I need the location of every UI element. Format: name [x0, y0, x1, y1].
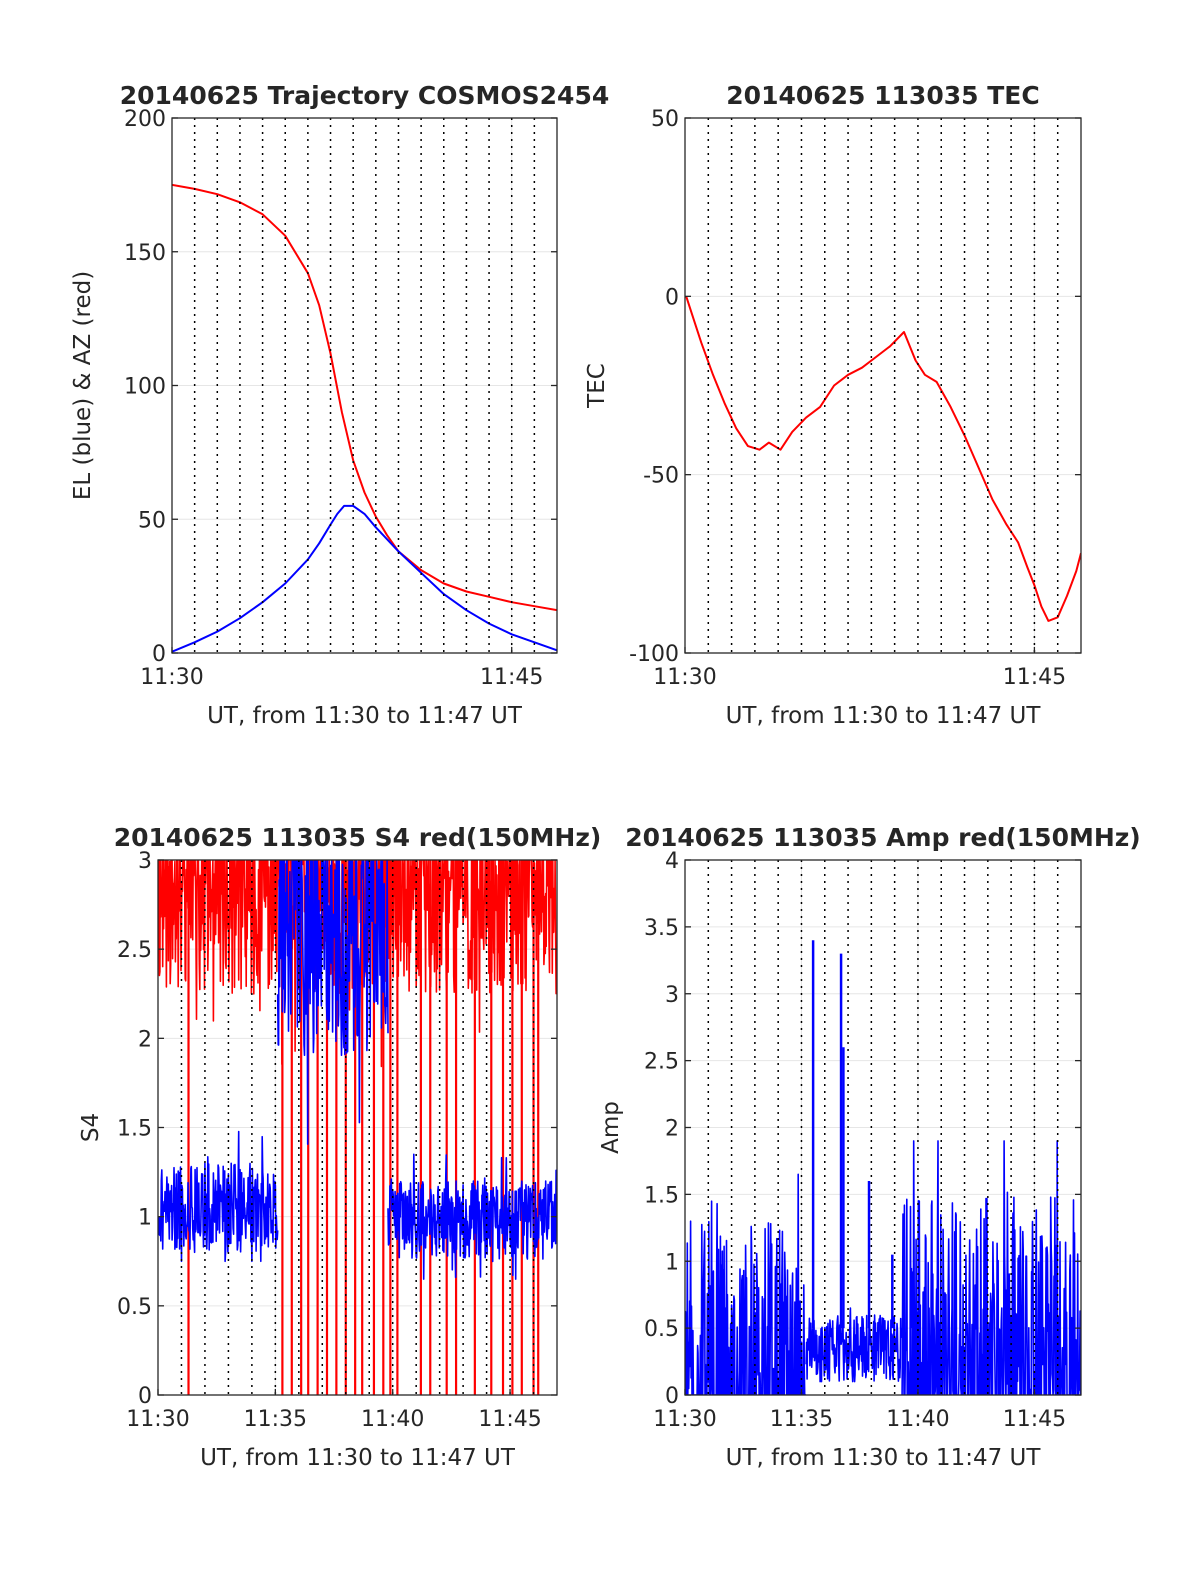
tec-ylabel: TEC — [584, 363, 610, 409]
amp-xtick-label-3: 11:45 — [1003, 1407, 1066, 1432]
s4-ytick-label-4: 2 — [138, 1027, 152, 1052]
trajectory-ytick-label-0: 0 — [152, 642, 166, 667]
trajectory-chart: 0 50 100 150 200 11:30 11:45 20140625 Trajector… — [70, 81, 609, 729]
s4-series-1 — [158, 1130, 279, 1263]
amp-data — [685, 940, 1081, 1395]
tec-ytick-label-1: -50 — [643, 464, 679, 489]
amp-series-1 — [805, 1307, 903, 1383]
amp-series-2 — [901, 1140, 1081, 1395]
s4-series-3 — [387, 1153, 557, 1280]
tec-data — [685, 295, 1081, 622]
s4-ytick-label-3: 1.5 — [117, 1117, 152, 1142]
s4-ytick-label-6: 3 — [138, 849, 152, 874]
s4-title: 20140625 113035 S4 red(150MHz) — [114, 823, 602, 852]
trajectory-title: 20140625 Trajectory COSMOS2454 — [120, 81, 610, 110]
s4-xtick-label-0: 11:30 — [126, 1407, 189, 1432]
s4-xtick-label-1: 11:35 — [244, 1407, 307, 1432]
amp-ytick-label-2: 1 — [665, 1250, 679, 1275]
trajectory-series-1 — [172, 504, 557, 653]
amp-ytick-label-4: 2 — [665, 1117, 679, 1142]
trajectory-xtick-label-1: 11:45 — [480, 665, 543, 690]
s4-series-2 — [276, 860, 389, 1145]
s4-ytick-label-2: 1 — [138, 1206, 152, 1231]
s4-xlabel: UT, from 11:30 to 11:47 UT — [200, 1445, 516, 1471]
tec-ytick-label-0: -100 — [629, 642, 679, 667]
amp-xtick-label-2: 11:40 — [886, 1407, 949, 1432]
amp-ytick-label-8: 4 — [665, 849, 679, 874]
tec-xtick-label-0: 11:30 — [653, 665, 716, 690]
trajectory-data — [172, 183, 557, 653]
tec-ytick-label-3: 50 — [651, 107, 679, 132]
amp-ytick-label-3: 1.5 — [644, 1183, 679, 1208]
amp-ylabel: Amp — [598, 1101, 624, 1154]
amp-ytick-label-5: 2.5 — [644, 1050, 679, 1075]
tec-plot-area — [685, 118, 1081, 653]
s4-xtick-label-2: 11:40 — [361, 1407, 424, 1432]
tec-series-0 — [685, 295, 1081, 622]
tec-ytick-label-2: 0 — [665, 285, 679, 310]
s4-ylabel: S4 — [78, 1113, 104, 1142]
amp-series-0 — [685, 1173, 807, 1395]
amp-xtick-label-0: 11:30 — [653, 1407, 716, 1432]
trajectory-series-0 — [172, 183, 557, 612]
amp-ytick-label-0: 0 — [665, 1384, 679, 1409]
tec-xtick-label-1: 11:45 — [1003, 665, 1066, 690]
tec-chart: -100 -50 0 50 11:30 11:45 20140625 113035 TEC U… — [584, 81, 1082, 729]
tec-xlabel: UT, from 11:30 to 11:47 UT — [726, 703, 1042, 729]
amp-ytick-label-1: 0.5 — [644, 1317, 679, 1342]
tec-axes-box — [684, 117, 1082, 654]
trajectory-ytick-label-3: 150 — [124, 241, 166, 266]
amp-title: 20140625 113035 Amp red(150MHz) — [625, 823, 1141, 852]
s4-chart: 0 0.5 1 1.5 2 2.5 3 11:30 11:35 11:40 11:45 2014062… — [78, 823, 601, 1471]
tec-title: 20140625 113035 TEC — [726, 81, 1039, 110]
s4-ytick-label-0: 0 — [138, 1384, 152, 1409]
trajectory-ytick-label-1: 50 — [138, 508, 166, 533]
amp-xlabel: UT, from 11:30 to 11:47 UT — [726, 1445, 1042, 1471]
amp-ytick-label-6: 3 — [665, 983, 679, 1008]
trajectory-xlabel: UT, from 11:30 to 11:47 UT — [207, 703, 523, 729]
trajectory-ytick-label-4: 200 — [124, 107, 166, 132]
amp-xtick-label-1: 11:35 — [770, 1407, 833, 1432]
trajectory-xtick-label-0: 11:30 — [140, 665, 203, 690]
amp-ytick-label-7: 3.5 — [644, 916, 679, 941]
s4-ytick-label-5: 2.5 — [117, 938, 152, 963]
s4-xtick-label-3: 11:45 — [478, 1407, 541, 1432]
trajectory-ylabel: EL (blue) & AZ (red) — [70, 271, 96, 500]
trajectory-ytick-label-2: 100 — [124, 375, 166, 400]
s4-ytick-label-1: 0.5 — [117, 1295, 152, 1320]
s4-data — [158, 860, 557, 1395]
amp-chart: 0 0.5 1 1.5 2 2.5 3 3.5 4 11:30 11:35 11:40 11:45 201… — [598, 823, 1141, 1471]
